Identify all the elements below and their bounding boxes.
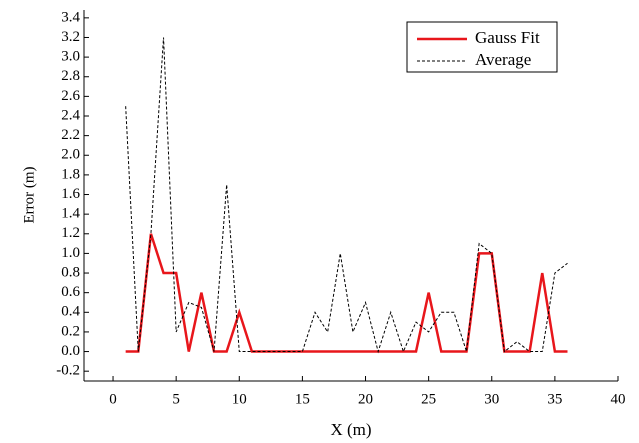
data-line: [125, 37, 568, 354]
data-line: [125, 233, 568, 353]
x-tick-label: 20: [358, 391, 373, 407]
x-axis-label: X (m): [330, 420, 371, 439]
x-tick-label: 0: [109, 391, 117, 407]
y-tick-label: 1.2: [61, 225, 80, 241]
y-tick-label: 1.4: [61, 206, 80, 222]
legend-box: [406, 21, 558, 73]
y-tick-label: 0.6: [61, 284, 80, 300]
y-tick-label: 1.6: [61, 186, 80, 202]
x-tick-label: 25: [421, 391, 436, 407]
y-tick-label: 3.4: [61, 9, 80, 25]
y-axis-label: Error (m): [21, 166, 37, 223]
y-tick-label: -0.2: [56, 363, 80, 379]
y-tick-label: 3.2: [61, 29, 80, 45]
y-tick-label: 2.6: [61, 88, 80, 104]
y-tick-label: 2.2: [61, 127, 80, 143]
y-tick-label: 1.0: [61, 245, 80, 261]
x-tick-label: 5: [172, 391, 180, 407]
y-tick-label: 2.4: [61, 107, 80, 123]
y-tick-label: 3.0: [61, 49, 80, 65]
y-tick-label: 0.0: [61, 343, 80, 359]
x-tick-label: 35: [547, 391, 562, 407]
x-tick-label: 40: [611, 391, 626, 407]
y-tick-label: 0.8: [61, 264, 80, 280]
x-tick-label: 30: [484, 391, 499, 407]
x-tick-label: 15: [295, 391, 310, 407]
legend-label: Average: [475, 50, 531, 69]
y-tick-label: 2.0: [61, 147, 80, 163]
legend-label: Gauss Fit: [475, 28, 540, 47]
y-tick-label: 0.4: [61, 304, 80, 320]
y-tick-label: 0.2: [61, 323, 80, 339]
y-tick-label: 1.8: [61, 166, 80, 182]
x-tick-label: 10: [232, 391, 247, 407]
y-tick-label: 2.8: [61, 68, 80, 84]
